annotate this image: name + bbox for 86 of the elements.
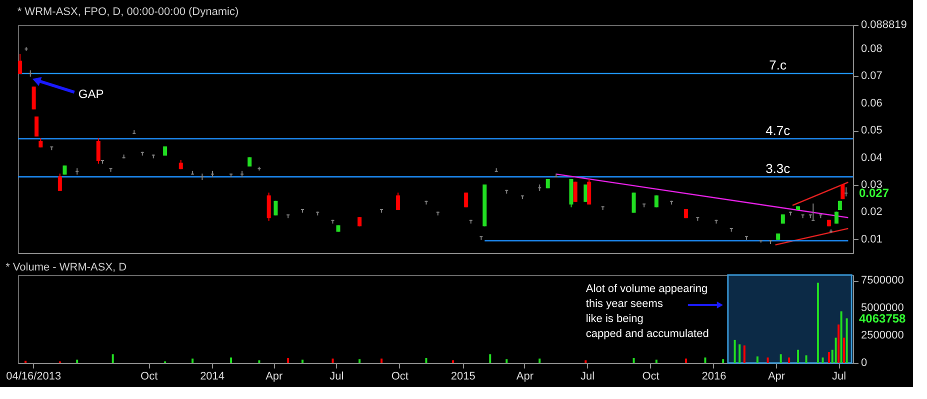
candlestick [266,192,271,221]
x-tick-label: Apr [768,370,786,382]
y-tick-label: 0.07 [861,70,882,82]
y-tick-label: 2500000 [861,330,904,342]
bar [192,358,194,363]
candlestick [34,116,39,137]
candlestick [274,200,278,216]
bar [332,358,334,363]
bar [734,340,736,363]
bar [287,358,290,363]
chart-title: * WRM-ASX, FPO, D, 00:00-00:00 (Dynamic) [17,6,239,18]
bar [704,358,706,363]
x-tick-label: Oct [642,370,660,382]
bar [816,282,819,363]
chart-title: * Volume - WRM-ASX, D [6,261,127,274]
y-tick-label: 0.088819 [861,19,907,31]
bar [302,360,304,363]
bar [840,311,842,363]
y-tick-label: 0.08 [861,42,882,55]
y-tick-label: 0 [861,357,868,369]
x-tick-label: Jul [330,370,344,382]
bar [76,360,78,363]
ref-line-label: 3.3c [766,160,791,176]
candlestick [654,195,658,208]
ref-line-label: 4.7c [766,122,791,138]
bar [452,360,454,363]
bar [538,358,541,363]
bar [846,318,848,363]
bar [632,358,635,363]
y-tick-label: 0.02 [861,206,882,218]
candlestick [632,192,636,213]
candlestick [573,182,578,202]
bar [506,359,508,363]
x-tick-label: 2016 [702,370,726,382]
bar [722,359,724,363]
candlestick [464,192,468,208]
candlestick [840,184,845,200]
bar [797,350,800,363]
bar [756,356,758,363]
y-tick-label: 0.04 [861,152,882,164]
bar [425,358,428,363]
y-tick-label: 5000000 [861,302,904,314]
y-tick-label: 0.06 [861,97,882,110]
bar [489,354,492,363]
x-tick-label: Jul [832,370,846,382]
bar [822,358,824,363]
candlestick [32,86,36,110]
bar [834,338,837,363]
y-tick-label: 0.01 [861,233,882,246]
annotation: Alot of volume appearing this year seems like is being capped and accumulated [586,283,709,340]
candlestick [584,184,588,202]
bar [843,338,846,363]
x-tick-label: Oct [140,370,158,382]
bar [258,360,260,363]
x-tick-label: Oct [391,370,408,382]
x-tick-label: 2015 [450,370,476,382]
ref-line-label: 7.c [769,57,788,72]
bar [780,354,782,363]
candlestick [396,192,400,210]
bar [743,345,746,363]
candlestick [587,179,592,205]
y-tick-label: 0.05 [861,124,882,137]
candlestick [96,138,100,164]
text: 4063758 [859,311,906,326]
bar [805,355,808,363]
bar [838,324,840,363]
x-tick-label: Apr [266,370,284,382]
annotation: GAP [78,87,104,102]
bar [788,358,790,363]
x-tick-label: 04/16/2013 [6,370,62,382]
x-tick-label: Apr [516,370,534,382]
candlestick [58,174,62,191]
x-tick-label: Jul [580,370,595,382]
bar [230,358,232,363]
bar [358,359,361,363]
bar [738,344,741,363]
bar [766,358,769,363]
bar [380,358,383,363]
bar [655,360,658,363]
y-tick-label: 7500000 [861,274,904,286]
candlestick [18,54,22,74]
bar [584,360,587,363]
bar [685,358,687,363]
x-tick-label: 2014 [200,370,225,382]
bar [112,354,114,363]
bar [828,352,830,363]
